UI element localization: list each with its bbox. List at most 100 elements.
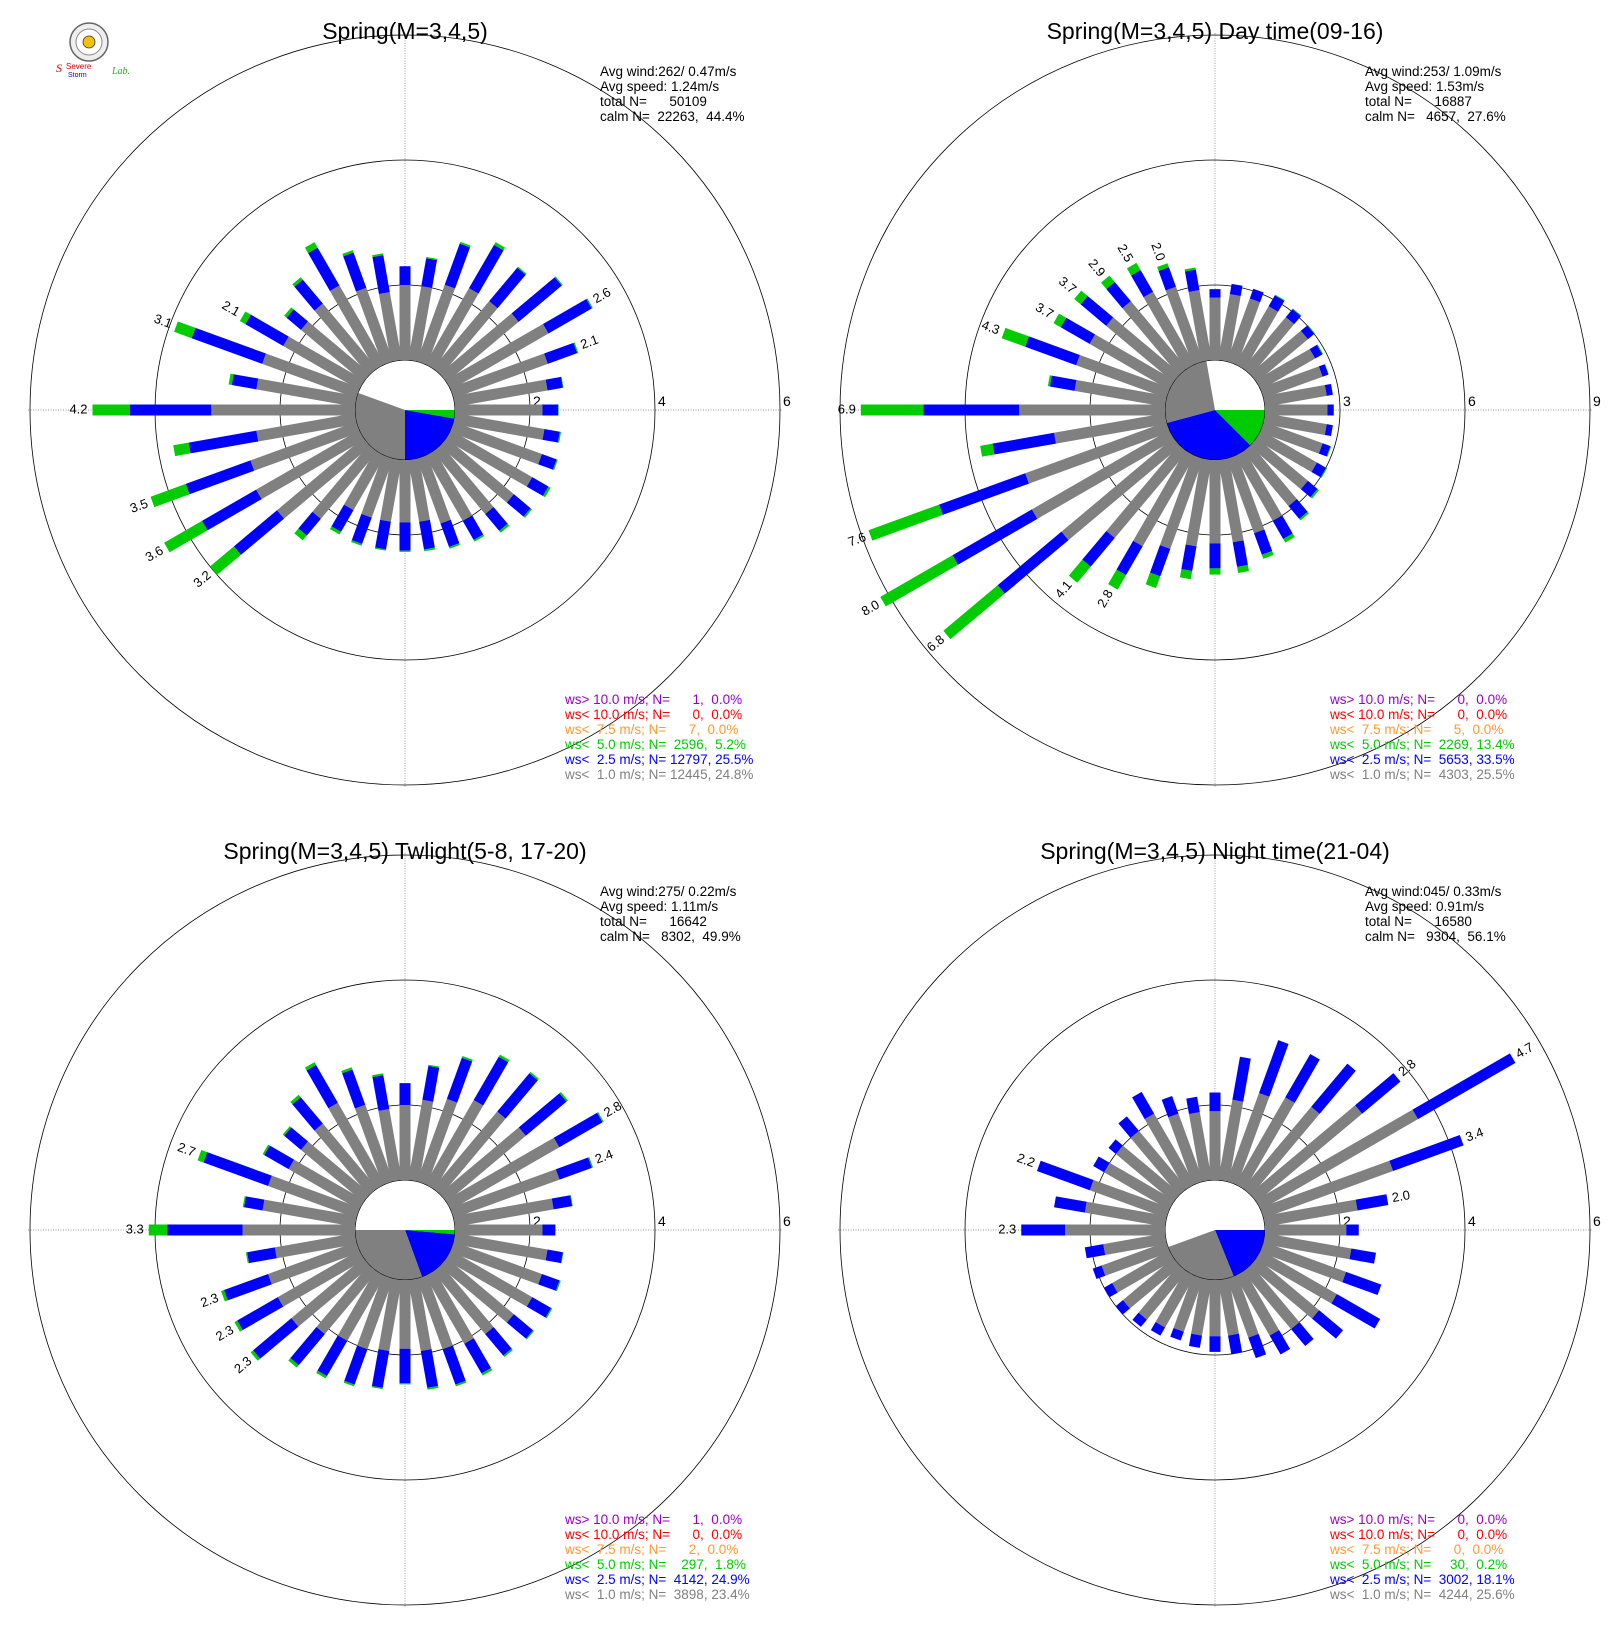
stats-avg-speed: Avg speed: 0.91m/s bbox=[1365, 899, 1485, 914]
bar-260-seg0 bbox=[1103, 1233, 1167, 1255]
bar-30-seg1 bbox=[473, 1056, 509, 1106]
bar-10-seg0 bbox=[408, 1099, 434, 1182]
bar-150-seg1 bbox=[1269, 1330, 1291, 1355]
bar-220-seg1 bbox=[1132, 1312, 1147, 1327]
bar-270-seg0 bbox=[242, 1224, 355, 1236]
bar-0-seg0 bbox=[399, 1105, 411, 1180]
bar-30-seg2 bbox=[498, 1054, 510, 1063]
bar-210-seg0 bbox=[1133, 450, 1195, 547]
bar-180-seg0 bbox=[1209, 460, 1221, 544]
bar-90-seg1 bbox=[1346, 1224, 1359, 1236]
bar-120-seg1 bbox=[526, 477, 549, 497]
legend: ws> 10.0 m/s; N= 0, 0.0% ws< 10.0 m/s; N=… bbox=[1330, 1512, 1515, 1602]
bar-200-seg1 bbox=[344, 1345, 368, 1385]
bar-50-seg0 bbox=[1249, 330, 1308, 383]
bar-200-seg2 bbox=[351, 540, 363, 546]
bar-330-seg2 bbox=[304, 1062, 317, 1071]
bar-240-seg1 bbox=[952, 509, 1038, 565]
bar-60-seg1 bbox=[1309, 344, 1323, 359]
bar-240-seg2 bbox=[164, 520, 208, 553]
bar-140-seg1 bbox=[1288, 499, 1308, 519]
bar-180-seg1 bbox=[1209, 543, 1221, 569]
bar-80-seg1 bbox=[545, 376, 563, 391]
legend: ws> 10.0 m/s; N= 1, 0.0% ws< 10.0 m/s; N=… bbox=[565, 692, 753, 782]
bar-90-seg1 bbox=[542, 404, 559, 416]
bar-60-seg0 bbox=[1255, 348, 1316, 390]
bar-320-seg1 bbox=[1118, 1116, 1139, 1138]
bar-40-seg1 bbox=[489, 267, 526, 309]
bar-210-seg1 bbox=[1116, 540, 1143, 576]
bar-70-seg1 bbox=[555, 1157, 592, 1180]
bar-220-seg1 bbox=[1082, 530, 1115, 567]
bar-240-seg1 bbox=[1103, 1283, 1118, 1298]
bar-30-seg0 bbox=[1235, 306, 1279, 370]
bar-250-seg1 bbox=[1092, 1265, 1106, 1279]
bar-110-seg1 bbox=[538, 453, 557, 470]
bar-70-seg2 bbox=[588, 1157, 594, 1168]
bar-310-seg2 bbox=[1074, 290, 1088, 305]
bar-label-320: 2.9 bbox=[1085, 256, 1108, 279]
bar-260-seg1 bbox=[992, 432, 1056, 455]
stats-block: Avg wind:253/ 1.09m/s Avg speed: 1.53m/s t… bbox=[1365, 64, 1506, 124]
legend-entry: ws< 10.0 m/s; N= 0, 0.0% bbox=[565, 1527, 743, 1542]
bar-label-270: 2.3 bbox=[998, 1221, 1016, 1236]
bar-340-seg1 bbox=[1158, 267, 1176, 291]
calm-pie-gray bbox=[1168, 1230, 1234, 1280]
ring-label: 4 bbox=[658, 1213, 666, 1229]
bar-label-330: 2.5 bbox=[1115, 241, 1137, 264]
bar-100-seg1 bbox=[542, 429, 560, 443]
bar-0-seg1 bbox=[399, 1083, 411, 1105]
bar-300-seg2 bbox=[262, 1144, 270, 1156]
bar-0-seg0 bbox=[399, 285, 411, 360]
bar-290-seg0 bbox=[262, 353, 360, 399]
bar-240-seg2 bbox=[880, 555, 958, 607]
ring-label: 6 bbox=[783, 393, 791, 409]
bar-180-seg2 bbox=[399, 1383, 411, 1385]
chart-title: Spring(M=3,4,5) Twlight(5-8, 17-20) bbox=[223, 838, 587, 864]
bar-310-seg2 bbox=[284, 307, 294, 318]
bar-300-seg0 bbox=[1103, 1162, 1175, 1210]
bar-70-seg1 bbox=[544, 342, 578, 364]
stats-total: total N= 16887 bbox=[1365, 94, 1472, 109]
bar-120-seg1 bbox=[526, 1297, 552, 1318]
bar-230-seg2 bbox=[250, 1350, 261, 1361]
calm-pie-gray bbox=[355, 1230, 423, 1280]
bar-30-seg0 bbox=[425, 1100, 484, 1190]
bar-40-seg1 bbox=[1285, 309, 1301, 325]
bar-30-seg0 bbox=[425, 288, 479, 370]
bar-110-seg1 bbox=[1342, 1271, 1382, 1296]
bar-220-seg0 bbox=[1106, 444, 1188, 539]
bar-label-300: 3.7 bbox=[1033, 299, 1056, 321]
calm-pie-blue bbox=[1166, 410, 1251, 460]
bar-50-seg1 bbox=[511, 277, 562, 322]
chart-title: Spring(M=3,4,5) Night time(21-04) bbox=[1040, 838, 1390, 864]
bar-170-seg1 bbox=[419, 519, 435, 550]
bar-120-seg0 bbox=[445, 430, 533, 487]
bar-320-seg0 bbox=[314, 303, 378, 376]
bar-130-seg1 bbox=[1312, 1310, 1344, 1339]
bar-80-seg1 bbox=[1355, 1194, 1389, 1211]
bar-190-seg1 bbox=[371, 1349, 390, 1388]
bar-300-seg0 bbox=[288, 1159, 365, 1210]
bar-70-seg0 bbox=[450, 1169, 560, 1219]
bar-340-seg1 bbox=[1161, 1095, 1179, 1118]
legend-entry: ws> 10.0 m/s; N= 0, 0.0% bbox=[1330, 692, 1508, 707]
bar-40-seg2 bbox=[529, 1071, 539, 1081]
bar-270-seg0 bbox=[211, 404, 355, 416]
bar-70-seg0 bbox=[450, 353, 548, 399]
bar-170-seg0 bbox=[1218, 1278, 1239, 1336]
bar-200-seg1 bbox=[1149, 545, 1171, 577]
bar-70-seg2 bbox=[1324, 364, 1329, 375]
logo-text-severe: Severe bbox=[66, 62, 92, 71]
bar-100-seg0 bbox=[1263, 1233, 1352, 1260]
legend-entry: ws< 7.5 m/s; N= 5, 0.0% bbox=[1330, 722, 1504, 737]
bar-130-seg2 bbox=[1310, 488, 1320, 499]
bar-30-seg0 bbox=[1235, 1097, 1295, 1190]
bar-320-seg1 bbox=[292, 1097, 323, 1131]
bar-350-seg0 bbox=[378, 292, 402, 362]
bar-280-seg1 bbox=[1054, 1196, 1087, 1213]
bar-label-290: 2.7 bbox=[176, 1139, 198, 1159]
bar-170-seg2 bbox=[427, 1385, 439, 1390]
bar-70-seg0 bbox=[1260, 366, 1323, 399]
